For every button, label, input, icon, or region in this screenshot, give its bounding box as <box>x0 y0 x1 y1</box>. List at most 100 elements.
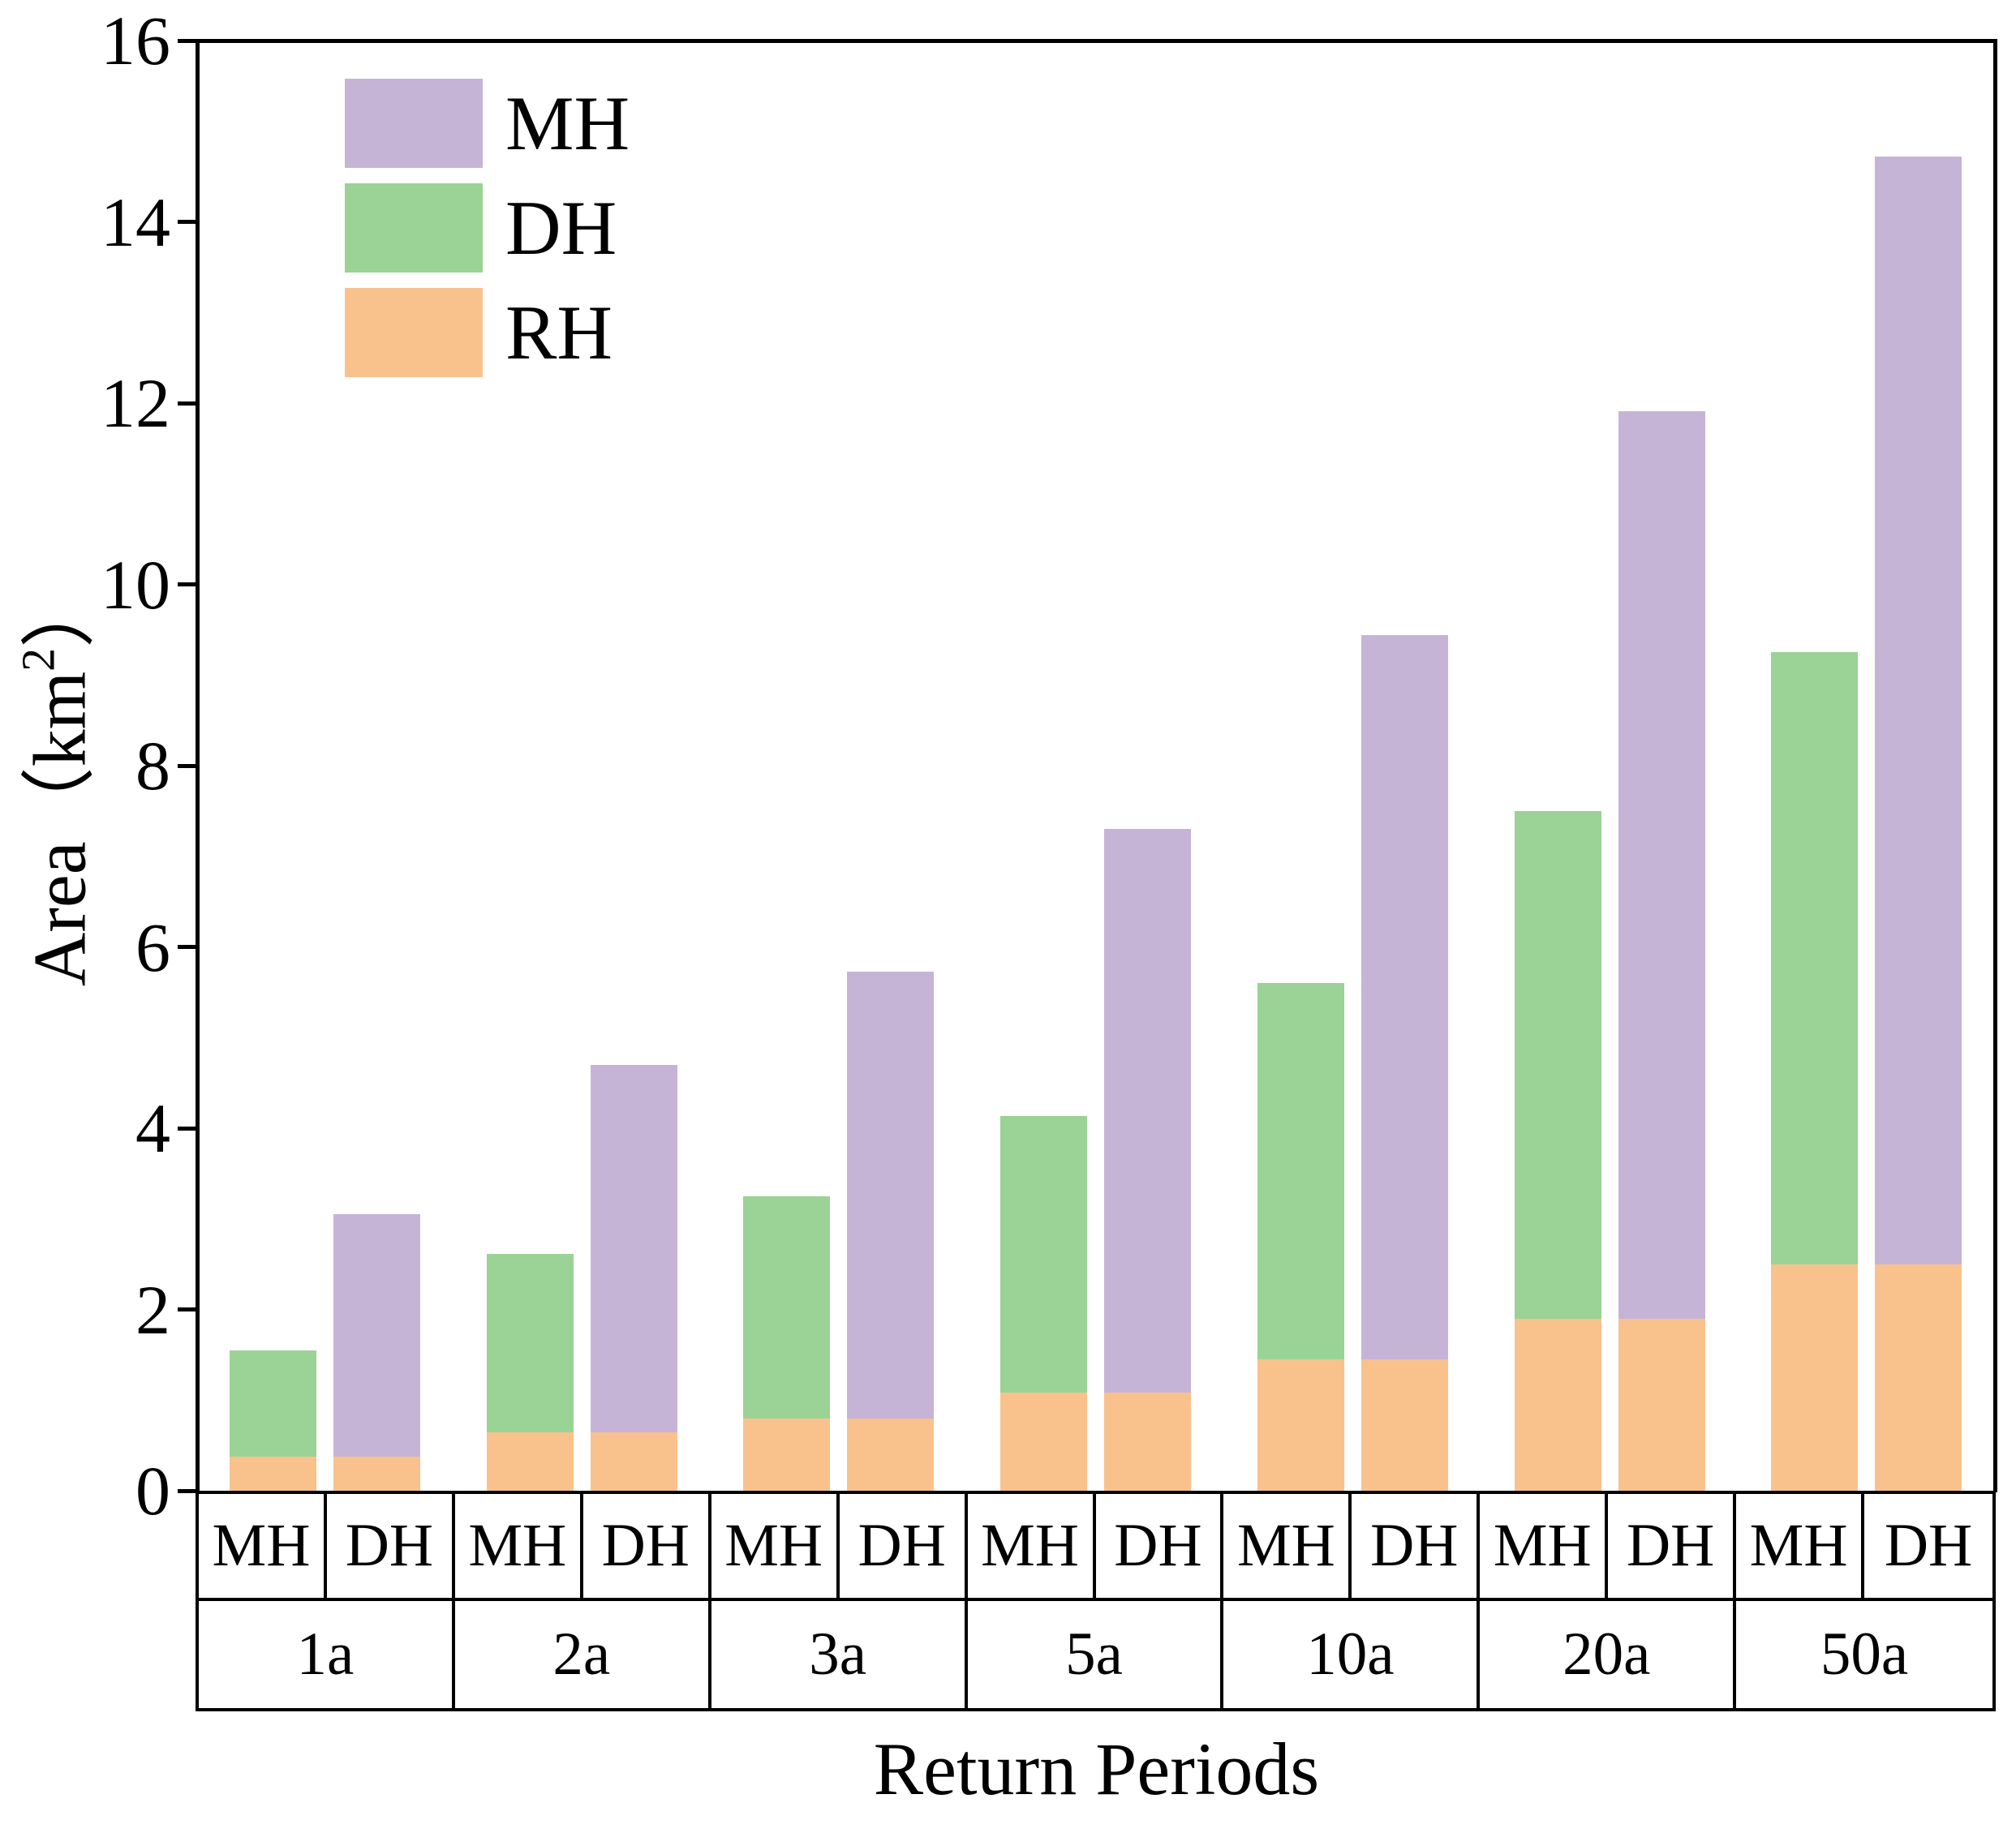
segment-MH-DH-3a <box>847 971 935 1419</box>
x-axis-table: MH DH MH DH MH DH MH DH MH DH MH DH MH DH 1a 2a 3a 5a 10a… <box>196 1491 1996 1711</box>
bar-DH-10a <box>1360 635 1448 1491</box>
column-label-MH-2a: MH <box>454 1494 583 1601</box>
y-axis-unit-exponent: 2 <box>11 647 65 672</box>
y-tick-mark-4 <box>178 1126 197 1131</box>
legend-entry-MH: MH <box>345 79 630 168</box>
column-label-MH-50a: MH <box>1736 1494 1865 1601</box>
legend-swatch-DH <box>345 183 483 273</box>
segment-DH-MH-20a <box>1514 810 1601 1319</box>
period-label-3a: 3a <box>711 1601 968 1708</box>
period-label-20a: 20a <box>1480 1601 1737 1708</box>
period-label-50a: 50a <box>1820 1621 1909 1688</box>
column-label-DH-2a: DH <box>582 1494 711 1601</box>
bar-MH-3a <box>743 1196 831 1491</box>
x-axis-period-row: 1a 2a 3a 5a 10a 20a 50a <box>199 1601 1992 1708</box>
column-label-DH-5a: DH <box>1095 1494 1224 1601</box>
segment-MH-DH-20a <box>1618 411 1705 1319</box>
period-label-10a: 10a <box>1223 1601 1481 1708</box>
segment-DH-MH-5a <box>1000 1116 1088 1393</box>
segment-MH-DH-1a <box>333 1214 420 1457</box>
segment-RH-MH-20a <box>1514 1318 1601 1491</box>
legend-entry-RH: RH <box>345 288 613 377</box>
y-tick-label-2: 2 <box>135 1270 170 1349</box>
segment-DH-MH-3a <box>743 1196 831 1419</box>
bar-MH-1a <box>230 1350 316 1491</box>
bar-DH-1a <box>333 1214 420 1491</box>
column-label-DH-3a: DH <box>839 1494 968 1601</box>
x-axis-title: Return Periods <box>873 1728 1320 1810</box>
y-tick-label-6: 6 <box>135 908 170 986</box>
x-axis-column-row: MH DH MH DH MH DH MH DH MH DH MH DH MH DH <box>199 1494 1992 1601</box>
bar-DH-2a <box>590 1064 677 1491</box>
column-label-MH-3a: MH <box>711 1494 840 1601</box>
bar-MH-5a <box>1000 1116 1088 1491</box>
legend-swatch-MH <box>345 79 483 168</box>
column-label-MH-20a: MH <box>1480 1494 1609 1601</box>
plot-border-left <box>196 39 200 1492</box>
y-tick-mark-0 <box>178 1488 197 1493</box>
segment-MH-DH-10a <box>1360 635 1448 1359</box>
y-tick-mark-16 <box>178 38 197 43</box>
y-tick-mark-14 <box>178 220 197 224</box>
period-label-5a: 5a <box>968 1601 1224 1708</box>
segment-MH-DH-5a <box>1104 829 1192 1393</box>
segment-MH-DH-2a <box>590 1064 677 1433</box>
segment-RH-MH-3a <box>743 1418 831 1491</box>
y-tick-label-8: 8 <box>135 727 170 805</box>
y-tick-mark-2 <box>178 1307 197 1311</box>
segment-RH-DH-3a <box>847 1418 935 1491</box>
segment-RH-DH-5a <box>1104 1393 1192 1491</box>
segment-RH-MH-10a <box>1257 1359 1344 1491</box>
segment-MH-DH-50a <box>1875 157 1962 1264</box>
y-tick-mark-6 <box>178 945 197 949</box>
period-label-1a: 1a <box>199 1601 455 1708</box>
column-label-DH-1a: DH <box>326 1494 455 1601</box>
y-tick-label-0: 0 <box>135 1452 170 1530</box>
y-tick-label-14: 14 <box>101 182 170 261</box>
segment-DH-MH-10a <box>1257 983 1344 1359</box>
segment-RH-MH-2a <box>486 1432 574 1491</box>
y-tick-label-12: 12 <box>101 364 170 442</box>
segment-RH-MH-5a <box>1000 1393 1088 1491</box>
bar-MH-10a <box>1257 983 1344 1491</box>
plot-border-right <box>1993 39 1997 1492</box>
column-label-MH-10a: MH <box>1223 1494 1352 1601</box>
y-tick-label-4: 4 <box>135 1089 170 1167</box>
legend-label-MH: MH <box>505 80 630 166</box>
legend-label-RH: RH <box>505 290 613 376</box>
bar-DH-20a <box>1618 411 1705 1491</box>
bar-DH-5a <box>1104 829 1192 1491</box>
plot-border-top <box>196 39 1997 43</box>
legend-entry-DH: DH <box>345 183 617 273</box>
y-tick-label-16: 16 <box>101 2 170 79</box>
segment-RH-MH-50a <box>1771 1264 1859 1491</box>
y-tick-mark-10 <box>178 582 197 586</box>
bar-DH-50a <box>1875 157 1962 1491</box>
bar-MH-2a <box>486 1254 574 1491</box>
column-label-MH-1a: MH <box>199 1494 327 1601</box>
segment-RH-DH-2a <box>590 1432 677 1491</box>
segment-DH-MH-1a <box>230 1350 316 1457</box>
y-tick-mark-8 <box>178 763 197 768</box>
segment-RH-DH-1a <box>333 1456 420 1491</box>
segment-RH-DH-10a <box>1360 1359 1448 1491</box>
y-tick-mark-12 <box>178 401 197 406</box>
bar-DH-3a <box>847 971 935 1491</box>
segment-RH-DH-20a <box>1618 1318 1705 1491</box>
bar-MH-50a <box>1771 652 1859 1491</box>
segment-RH-DH-50a <box>1875 1264 1962 1491</box>
segment-RH-MH-1a <box>230 1456 316 1491</box>
column-label-DH-20a: DH <box>1608 1494 1737 1601</box>
period-label-2a: 2a <box>455 1601 711 1708</box>
legend-swatch-RH <box>345 288 483 377</box>
legend-label-DH: DH <box>505 185 617 271</box>
column-label-MH-5a: MH <box>967 1494 1096 1601</box>
segment-DH-MH-50a <box>1771 652 1859 1264</box>
plot-area <box>197 41 1996 1491</box>
column-label-DH-50a: DH <box>1864 1494 1992 1601</box>
segment-DH-MH-2a <box>486 1254 574 1433</box>
y-tick-label-10: 10 <box>101 545 170 624</box>
bar-MH-20a <box>1514 810 1601 1491</box>
column-label-DH-10a: DH <box>1352 1494 1481 1601</box>
